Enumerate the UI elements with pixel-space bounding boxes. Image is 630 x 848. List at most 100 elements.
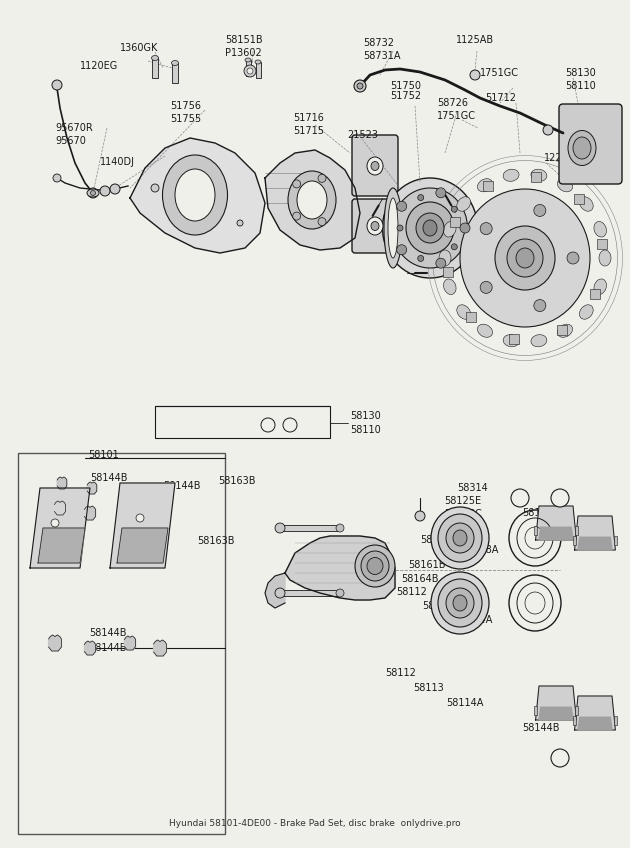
Ellipse shape xyxy=(444,279,456,294)
Circle shape xyxy=(460,223,470,233)
Text: THE NO.: THE NO. xyxy=(163,422,203,432)
Circle shape xyxy=(551,749,569,767)
Text: 58130: 58130 xyxy=(350,411,381,421)
Text: 51752: 51752 xyxy=(390,91,421,101)
Text: 58144B: 58144B xyxy=(522,508,559,518)
Circle shape xyxy=(283,418,297,432)
Ellipse shape xyxy=(423,220,437,236)
Text: ①: ① xyxy=(513,494,521,503)
Bar xyxy=(597,239,607,248)
Ellipse shape xyxy=(438,514,482,562)
Bar xyxy=(466,312,476,322)
Text: :: : xyxy=(257,420,260,430)
Text: 58732: 58732 xyxy=(363,38,394,48)
Ellipse shape xyxy=(416,213,444,243)
Ellipse shape xyxy=(371,161,379,170)
Bar xyxy=(614,537,617,545)
Circle shape xyxy=(534,299,546,311)
Ellipse shape xyxy=(367,157,383,175)
Text: 58314: 58314 xyxy=(457,483,488,493)
Polygon shape xyxy=(87,482,97,494)
Text: 51756: 51756 xyxy=(170,101,201,111)
Circle shape xyxy=(397,245,407,254)
Ellipse shape xyxy=(568,131,596,165)
Text: 58164B: 58164B xyxy=(401,574,438,584)
Text: 58144B: 58144B xyxy=(89,643,127,653)
Ellipse shape xyxy=(439,250,451,266)
Text: NOTE: NOTE xyxy=(163,409,193,419)
Text: ~: ~ xyxy=(278,420,286,430)
Text: 58114A: 58114A xyxy=(446,698,483,708)
Circle shape xyxy=(336,589,344,597)
Polygon shape xyxy=(536,686,576,720)
Polygon shape xyxy=(265,573,285,608)
Ellipse shape xyxy=(478,179,493,192)
Polygon shape xyxy=(54,501,66,515)
Circle shape xyxy=(110,184,120,194)
Bar xyxy=(575,706,578,715)
Ellipse shape xyxy=(503,335,519,347)
Circle shape xyxy=(436,187,446,198)
Ellipse shape xyxy=(453,595,467,611)
Ellipse shape xyxy=(355,545,395,587)
Bar xyxy=(573,717,576,725)
Circle shape xyxy=(397,201,407,211)
Polygon shape xyxy=(84,641,96,655)
Text: 58112: 58112 xyxy=(396,587,427,597)
Text: 58144B: 58144B xyxy=(89,628,127,638)
Bar xyxy=(614,717,617,725)
Circle shape xyxy=(511,489,529,507)
Circle shape xyxy=(88,188,98,198)
Circle shape xyxy=(567,252,579,264)
Circle shape xyxy=(534,204,546,216)
Circle shape xyxy=(336,524,344,532)
Ellipse shape xyxy=(438,579,482,627)
Ellipse shape xyxy=(460,189,590,327)
Text: 58114A: 58114A xyxy=(455,615,493,625)
Circle shape xyxy=(357,83,363,89)
Ellipse shape xyxy=(431,507,489,569)
Text: 58164B: 58164B xyxy=(420,535,457,545)
Polygon shape xyxy=(84,506,96,520)
Circle shape xyxy=(293,212,301,220)
Ellipse shape xyxy=(175,169,215,221)
Circle shape xyxy=(480,282,492,293)
Ellipse shape xyxy=(171,60,178,65)
Circle shape xyxy=(397,225,403,231)
Ellipse shape xyxy=(478,324,493,338)
Circle shape xyxy=(100,186,110,196)
Polygon shape xyxy=(154,640,166,656)
Ellipse shape xyxy=(388,198,398,258)
Ellipse shape xyxy=(457,304,471,319)
Circle shape xyxy=(53,174,61,182)
Bar xyxy=(80,448,618,836)
Ellipse shape xyxy=(495,226,555,290)
Circle shape xyxy=(436,258,446,268)
Text: 51715: 51715 xyxy=(293,126,324,136)
Text: 51750: 51750 xyxy=(390,81,421,91)
Ellipse shape xyxy=(425,153,625,363)
Text: 1125AB: 1125AB xyxy=(456,35,494,45)
Bar xyxy=(557,326,566,336)
Circle shape xyxy=(293,180,301,188)
FancyBboxPatch shape xyxy=(352,199,398,253)
Bar xyxy=(280,590,340,596)
Bar xyxy=(246,60,251,76)
Bar xyxy=(152,58,158,78)
Text: 21523: 21523 xyxy=(347,130,378,140)
Circle shape xyxy=(51,519,59,527)
Ellipse shape xyxy=(531,170,547,181)
Polygon shape xyxy=(285,536,395,600)
Circle shape xyxy=(470,70,480,80)
Bar xyxy=(443,267,453,277)
Polygon shape xyxy=(38,528,85,563)
Polygon shape xyxy=(30,488,90,568)
Ellipse shape xyxy=(151,55,159,60)
Bar xyxy=(483,181,493,191)
Polygon shape xyxy=(57,477,67,489)
Ellipse shape xyxy=(384,188,402,268)
Text: P13602: P13602 xyxy=(225,48,261,58)
Text: 58112: 58112 xyxy=(385,668,416,678)
Bar xyxy=(172,63,178,83)
Ellipse shape xyxy=(446,588,474,618)
